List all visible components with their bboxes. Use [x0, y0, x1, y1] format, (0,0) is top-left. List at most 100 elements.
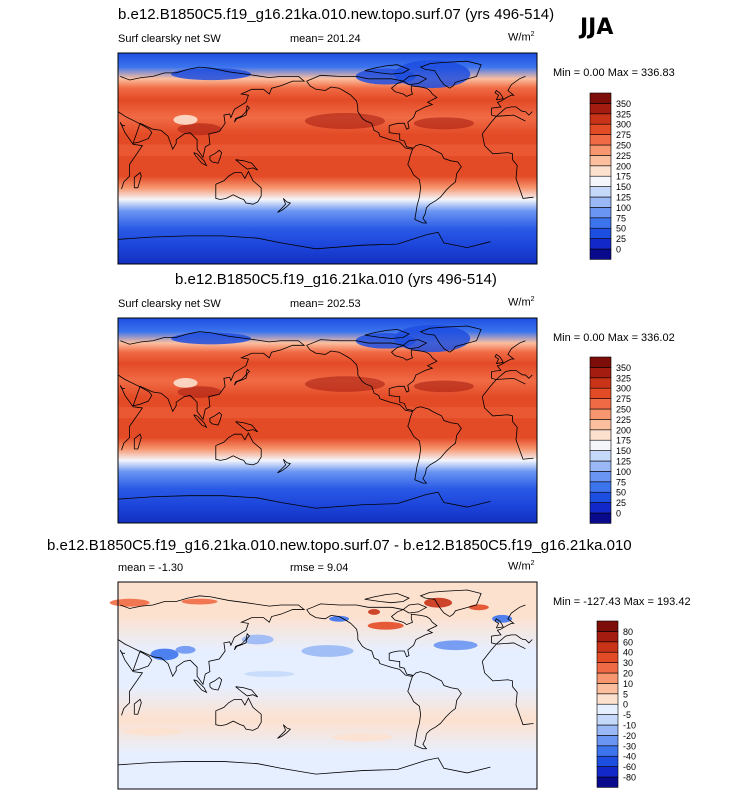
coastline — [193, 679, 208, 694]
panel-2-units: W/m2 — [508, 296, 535, 309]
map-frame — [117, 52, 538, 265]
colorbar-tick-label: 75 — [616, 213, 626, 223]
panel-3-rmse-label: rmse = 9.04 — [290, 562, 349, 574]
colorbar-tick-label: 200 — [616, 425, 631, 435]
colorbar-tick-label: 250 — [616, 141, 631, 151]
colorbar-box — [596, 641, 619, 653]
coastline — [133, 171, 142, 189]
colorbar-box — [589, 186, 612, 198]
panel-2-minmax: Min = 0.00 Max = 336.02 — [553, 332, 675, 344]
colorbar-box — [596, 714, 619, 726]
cold-land-region — [171, 68, 252, 81]
field-max-region — [304, 112, 385, 129]
coastline — [120, 386, 125, 390]
colorbar-box — [589, 512, 612, 524]
colorbar-box — [589, 155, 612, 167]
colorbar-tick-label: 100 — [616, 467, 631, 477]
colorbar-tick-label: 75 — [616, 477, 626, 487]
panel-1-minmax: Min = 0.00 Max = 336.83 — [553, 67, 675, 79]
colorbar-box — [589, 238, 612, 250]
colorbar-box — [589, 356, 612, 368]
field-max-region — [413, 117, 474, 130]
coastline — [117, 491, 491, 509]
map-field — [118, 318, 537, 523]
coastline — [235, 421, 259, 433]
panel-1-mean-label: mean= 201.24 — [290, 33, 361, 45]
colorbar-tick-label: 275 — [616, 394, 631, 404]
anomaly-region — [241, 634, 274, 645]
anomaly-region — [368, 608, 381, 615]
anomaly-region — [332, 733, 393, 742]
panel-1-map — [117, 52, 538, 265]
itcz-band — [118, 144, 537, 157]
colorbar-tick-label: 175 — [616, 172, 631, 182]
colorbar-box — [596, 776, 619, 788]
panel-3-title: b.e12.B1850C5.f19_g16.21ka.010.new.topo.… — [47, 537, 632, 554]
colorbar-box — [589, 481, 612, 493]
coastline — [235, 686, 259, 698]
anomaly-region — [329, 615, 350, 622]
colorbar-tick-label: 300 — [616, 384, 631, 394]
colorbar-box — [589, 165, 612, 177]
colorbar-box — [589, 367, 612, 379]
colorbar-tick-label: 325 — [616, 109, 631, 119]
colorbar-tick-label: 225 — [616, 151, 631, 161]
coastline — [277, 458, 292, 474]
coastline — [133, 698, 142, 715]
colorbar-tick-label: 350 — [616, 363, 631, 373]
colorbar-tick-label: 0 — [616, 245, 621, 255]
coastline — [133, 433, 142, 450]
colorbar-tick-label: 10 — [623, 679, 633, 689]
colorbar-tick-label: 325 — [616, 373, 631, 383]
colorbar-box — [589, 227, 612, 239]
coastline — [215, 697, 262, 731]
colorbar-tick-label: 100 — [616, 203, 631, 213]
colorbar-tick-label: 125 — [616, 457, 631, 467]
coastline — [234, 368, 251, 386]
colorbar-box — [589, 471, 612, 483]
panel-1-units: W/m2 — [508, 31, 535, 44]
coastline — [402, 603, 428, 614]
colorbar-box — [596, 735, 619, 747]
panel-3-mean-label: mean = -1.30 — [118, 562, 184, 574]
colorbar-tick-label: 25 — [616, 234, 626, 244]
panel-3-map — [109, 581, 538, 790]
colorbar-tick-label: 275 — [616, 130, 631, 140]
coastline — [419, 589, 482, 617]
colorbar-box — [596, 745, 619, 757]
colorbar-box — [589, 175, 612, 187]
colorbar-box — [596, 672, 619, 684]
coastline — [407, 671, 462, 750]
colorbar-tick-label: 250 — [616, 405, 631, 415]
coastline — [117, 231, 491, 250]
coastline — [306, 603, 438, 677]
field-max-region — [304, 376, 385, 392]
colorbar-box — [589, 398, 612, 410]
colorbar-tick-label: 60 — [623, 637, 633, 647]
itcz-band — [118, 406, 537, 419]
coastline — [193, 414, 208, 429]
panel-3-minmax: Min = -127.43 Max = 193.42 — [553, 596, 691, 608]
plateau-region — [173, 114, 198, 125]
coastline — [364, 64, 410, 75]
cold-land-region — [394, 60, 471, 89]
colorbar-tick-label: -40 — [623, 752, 636, 762]
anomaly-region — [468, 604, 489, 611]
anomaly-region — [150, 648, 179, 661]
anomaly-region — [433, 640, 478, 651]
colorbar-box — [589, 144, 612, 156]
colorbar-box — [589, 419, 612, 431]
colorbar-tick-label: 40 — [623, 648, 633, 658]
map-frame — [117, 317, 538, 524]
colorbar-box — [589, 502, 612, 514]
colorbar-box — [596, 683, 619, 695]
coastline — [402, 74, 428, 85]
colorbar-box — [589, 439, 612, 451]
colorbar-tick-label: 0 — [623, 700, 628, 710]
coastline — [209, 412, 223, 426]
coastline — [209, 676, 223, 691]
colorbar-box — [589, 460, 612, 472]
panel-1-variable-label: Surf clearsky net SW — [118, 33, 221, 45]
colorbar-tick-label: 200 — [616, 161, 631, 171]
